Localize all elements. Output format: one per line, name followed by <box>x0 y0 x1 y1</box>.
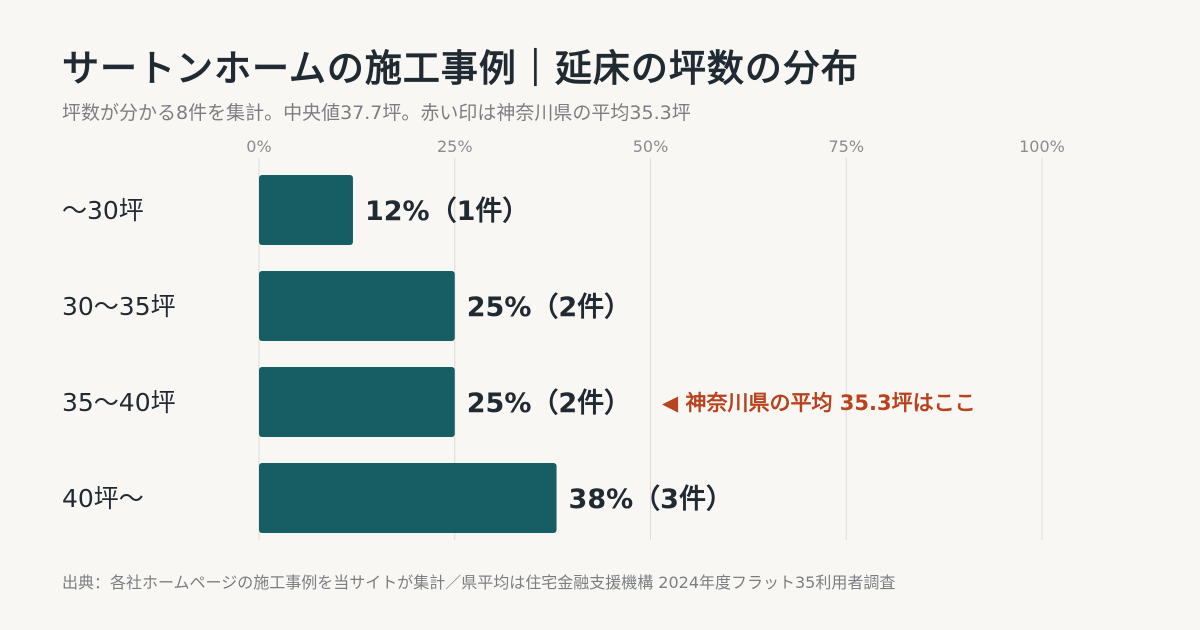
data-label: 25%（2件） <box>467 292 631 323</box>
bars <box>259 175 557 533</box>
labels: 〜30坪 12%（1件） 30〜35坪 25%（2件） 35〜40坪 25%（2件） ◀ 神… <box>62 196 976 515</box>
bar <box>259 367 455 437</box>
x-tick-label: 25% <box>437 137 473 156</box>
category-label: 35〜40坪 <box>62 388 176 417</box>
chart-subtitle: 坪数が分かる8件を集計。中央値37.7坪。赤い印は神奈川県の平均35.3坪 <box>62 102 691 124</box>
x-tick-label: 50% <box>633 137 669 156</box>
data-label: 12%（1件） <box>365 196 529 227</box>
x-tick-label: 0% <box>246 137 271 156</box>
data-label: 38%（3件） <box>569 484 733 515</box>
average-marker-annotation: ◀ 神奈川県の平均 35.3坪はここ <box>662 391 976 415</box>
bar <box>259 175 353 245</box>
chart-title: サートンホームの施工事例｜延床の坪数の分布 <box>62 47 859 90</box>
category-label: 30〜35坪 <box>62 292 176 321</box>
x-tick-label: 75% <box>828 137 864 156</box>
data-label: 25%（2件） <box>467 388 631 419</box>
x-axis-ticks: 0% 25% 50% 75% 100% <box>246 137 1065 156</box>
category-label: 40坪〜 <box>62 484 144 513</box>
source-footnote: 出典：各社ホームページの施工事例を当サイトが集計／県平均は住宅金融支援機構 20… <box>62 573 896 592</box>
category-label: 〜30坪 <box>62 196 144 225</box>
bar <box>259 271 455 341</box>
bar <box>259 463 557 533</box>
x-tick-label: 100% <box>1019 137 1065 156</box>
